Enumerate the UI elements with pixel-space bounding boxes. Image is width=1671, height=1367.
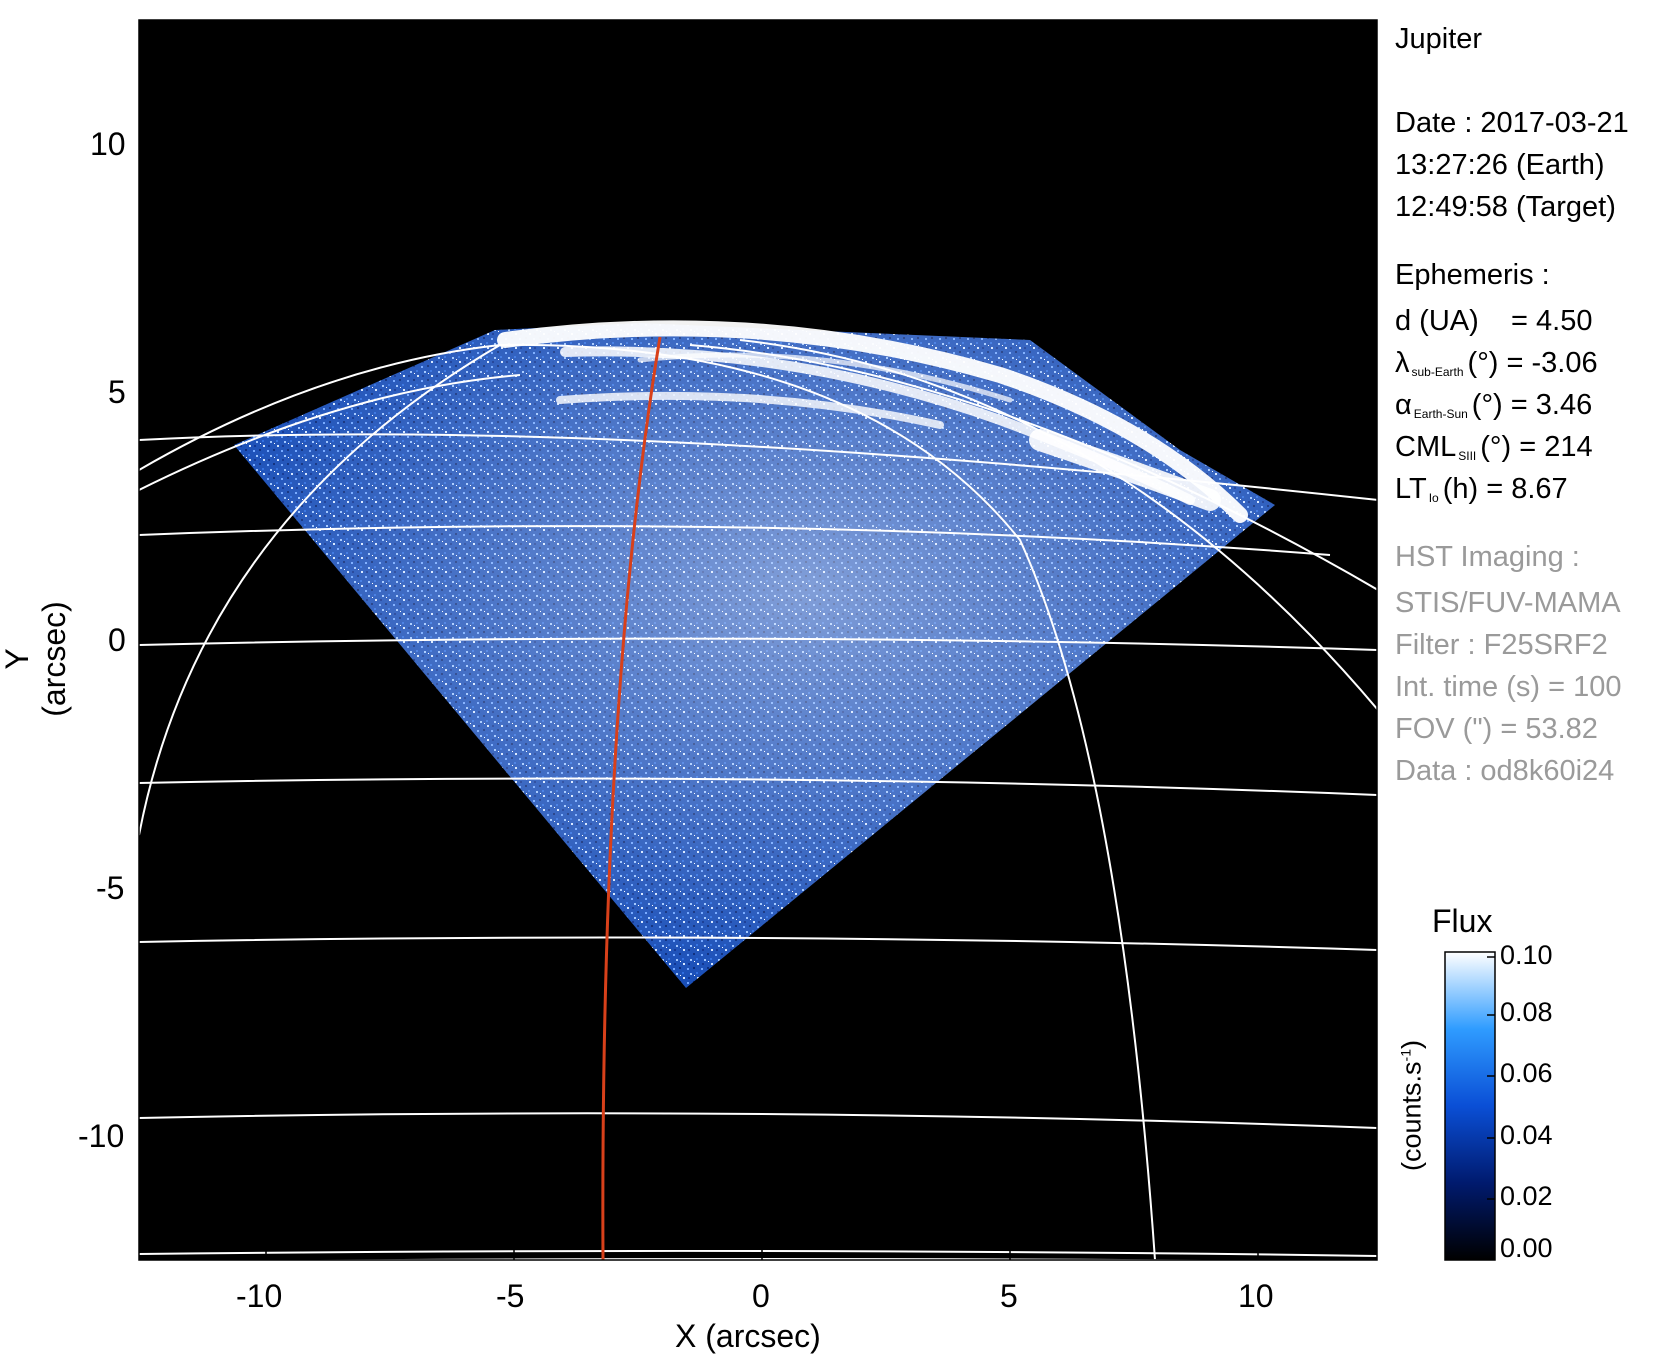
colorbar-ticks (1487, 956, 1495, 1200)
hst-heading: HST Imaging : (1395, 541, 1580, 573)
ephemeris-latitude: λ sub-Earth (°) = -3.06 (1395, 342, 1598, 393)
colorbar-title: Flux (1432, 903, 1493, 939)
y-tick-label: 0 (108, 622, 126, 658)
colorbar (1444, 951, 1496, 1261)
latitude-grid (139, 344, 1377, 1260)
unit-text: (counts.s (1396, 1061, 1427, 1171)
time-target: 12:49:58 (Target) (1395, 191, 1616, 223)
latitude-rest: (°) = -3.06 (1467, 347, 1598, 379)
latitude-symbol: λ (1395, 347, 1410, 379)
x-tick-label: -10 (236, 1278, 283, 1314)
unit-sup: -1 (1397, 1049, 1414, 1062)
colorbar-tick-label: 0.10 (1500, 940, 1553, 970)
unit-end: ) (1396, 1040, 1427, 1049)
colorbar-tick-label: 0.06 (1500, 1058, 1553, 1088)
y-tick-label: -5 (96, 870, 125, 906)
phase-rest: (°) = 3.46 (1471, 389, 1593, 421)
phase-sub: Earth-Sun (1413, 407, 1468, 421)
auroral-oval (497, 320, 1248, 523)
hst-data-id: Data : od8k60i24 (1395, 755, 1615, 787)
ephemeris-cml: CML SIII (°) = 214 (1395, 426, 1593, 477)
ephemeris-local-time: LT Io (h) = 8.67 (1395, 468, 1568, 519)
time-earth: 13:27:26 (Earth) (1395, 149, 1605, 181)
y-tick-label: -10 (78, 1118, 125, 1154)
cml-symbol: CML (1395, 431, 1457, 463)
ephemeris-heading: Ephemeris : (1395, 259, 1550, 291)
x-tick-label: 0 (752, 1278, 770, 1314)
y-tick-label: 5 (108, 374, 126, 410)
colorbar-tick-label: 0.08 (1500, 997, 1553, 1027)
local-time-sub: Io (1428, 491, 1439, 505)
local-time-rest: (h) = 8.67 (1442, 473, 1568, 505)
date-line: Date : 2017-03-21 (1395, 107, 1629, 139)
x-tick-label: 5 (1000, 1278, 1018, 1314)
colorbar-tick-label: 0.00 (1500, 1233, 1553, 1263)
phase-symbol: α (1395, 389, 1412, 421)
hst-filter: Filter : F25SRF2 (1395, 629, 1608, 661)
latitude-sub: sub-Earth (1411, 365, 1464, 379)
hst-instrument: STIS/FUV-MAMA (1395, 587, 1621, 619)
hst-int-time: Int. time (s) = 100 (1395, 671, 1622, 703)
cml-rest: (°) = 214 (1480, 431, 1593, 463)
distance-value: = 4.50 (1511, 305, 1593, 337)
distance-label: d (UA) (1395, 305, 1479, 337)
plot-frame (138, 19, 1378, 1261)
cml-sub: SIII (1458, 449, 1477, 463)
cml-meridian (601, 336, 662, 1260)
x-axis-label: X (arcsec) (675, 1318, 821, 1354)
x-tick-label: -5 (496, 1278, 525, 1314)
target-title: Jupiter (1395, 23, 1483, 55)
y-axis-label: Y (arcsec) (0, 601, 72, 717)
longitude-grid (139, 339, 1377, 1260)
hst-fov: FOV (") = 53.82 (1395, 713, 1598, 745)
emission-glow (234, 323, 1275, 988)
ephemeris-distance: d (UA) = 4.50 (1395, 300, 1592, 342)
local-time-symbol: LT (1395, 473, 1427, 505)
colorbar-tick-label: 0.02 (1500, 1181, 1553, 1211)
ephemeris-phase: α Earth-Sun (°) = 3.46 (1395, 384, 1592, 435)
x-tick-label: 10 (1238, 1278, 1274, 1314)
tick-marks (139, 144, 1259, 1260)
colorbar-unit: (counts.s-1) (1397, 1031, 1428, 1181)
colorbar-tick-label: 0.04 (1500, 1120, 1553, 1150)
y-tick-label: 10 (90, 126, 126, 162)
